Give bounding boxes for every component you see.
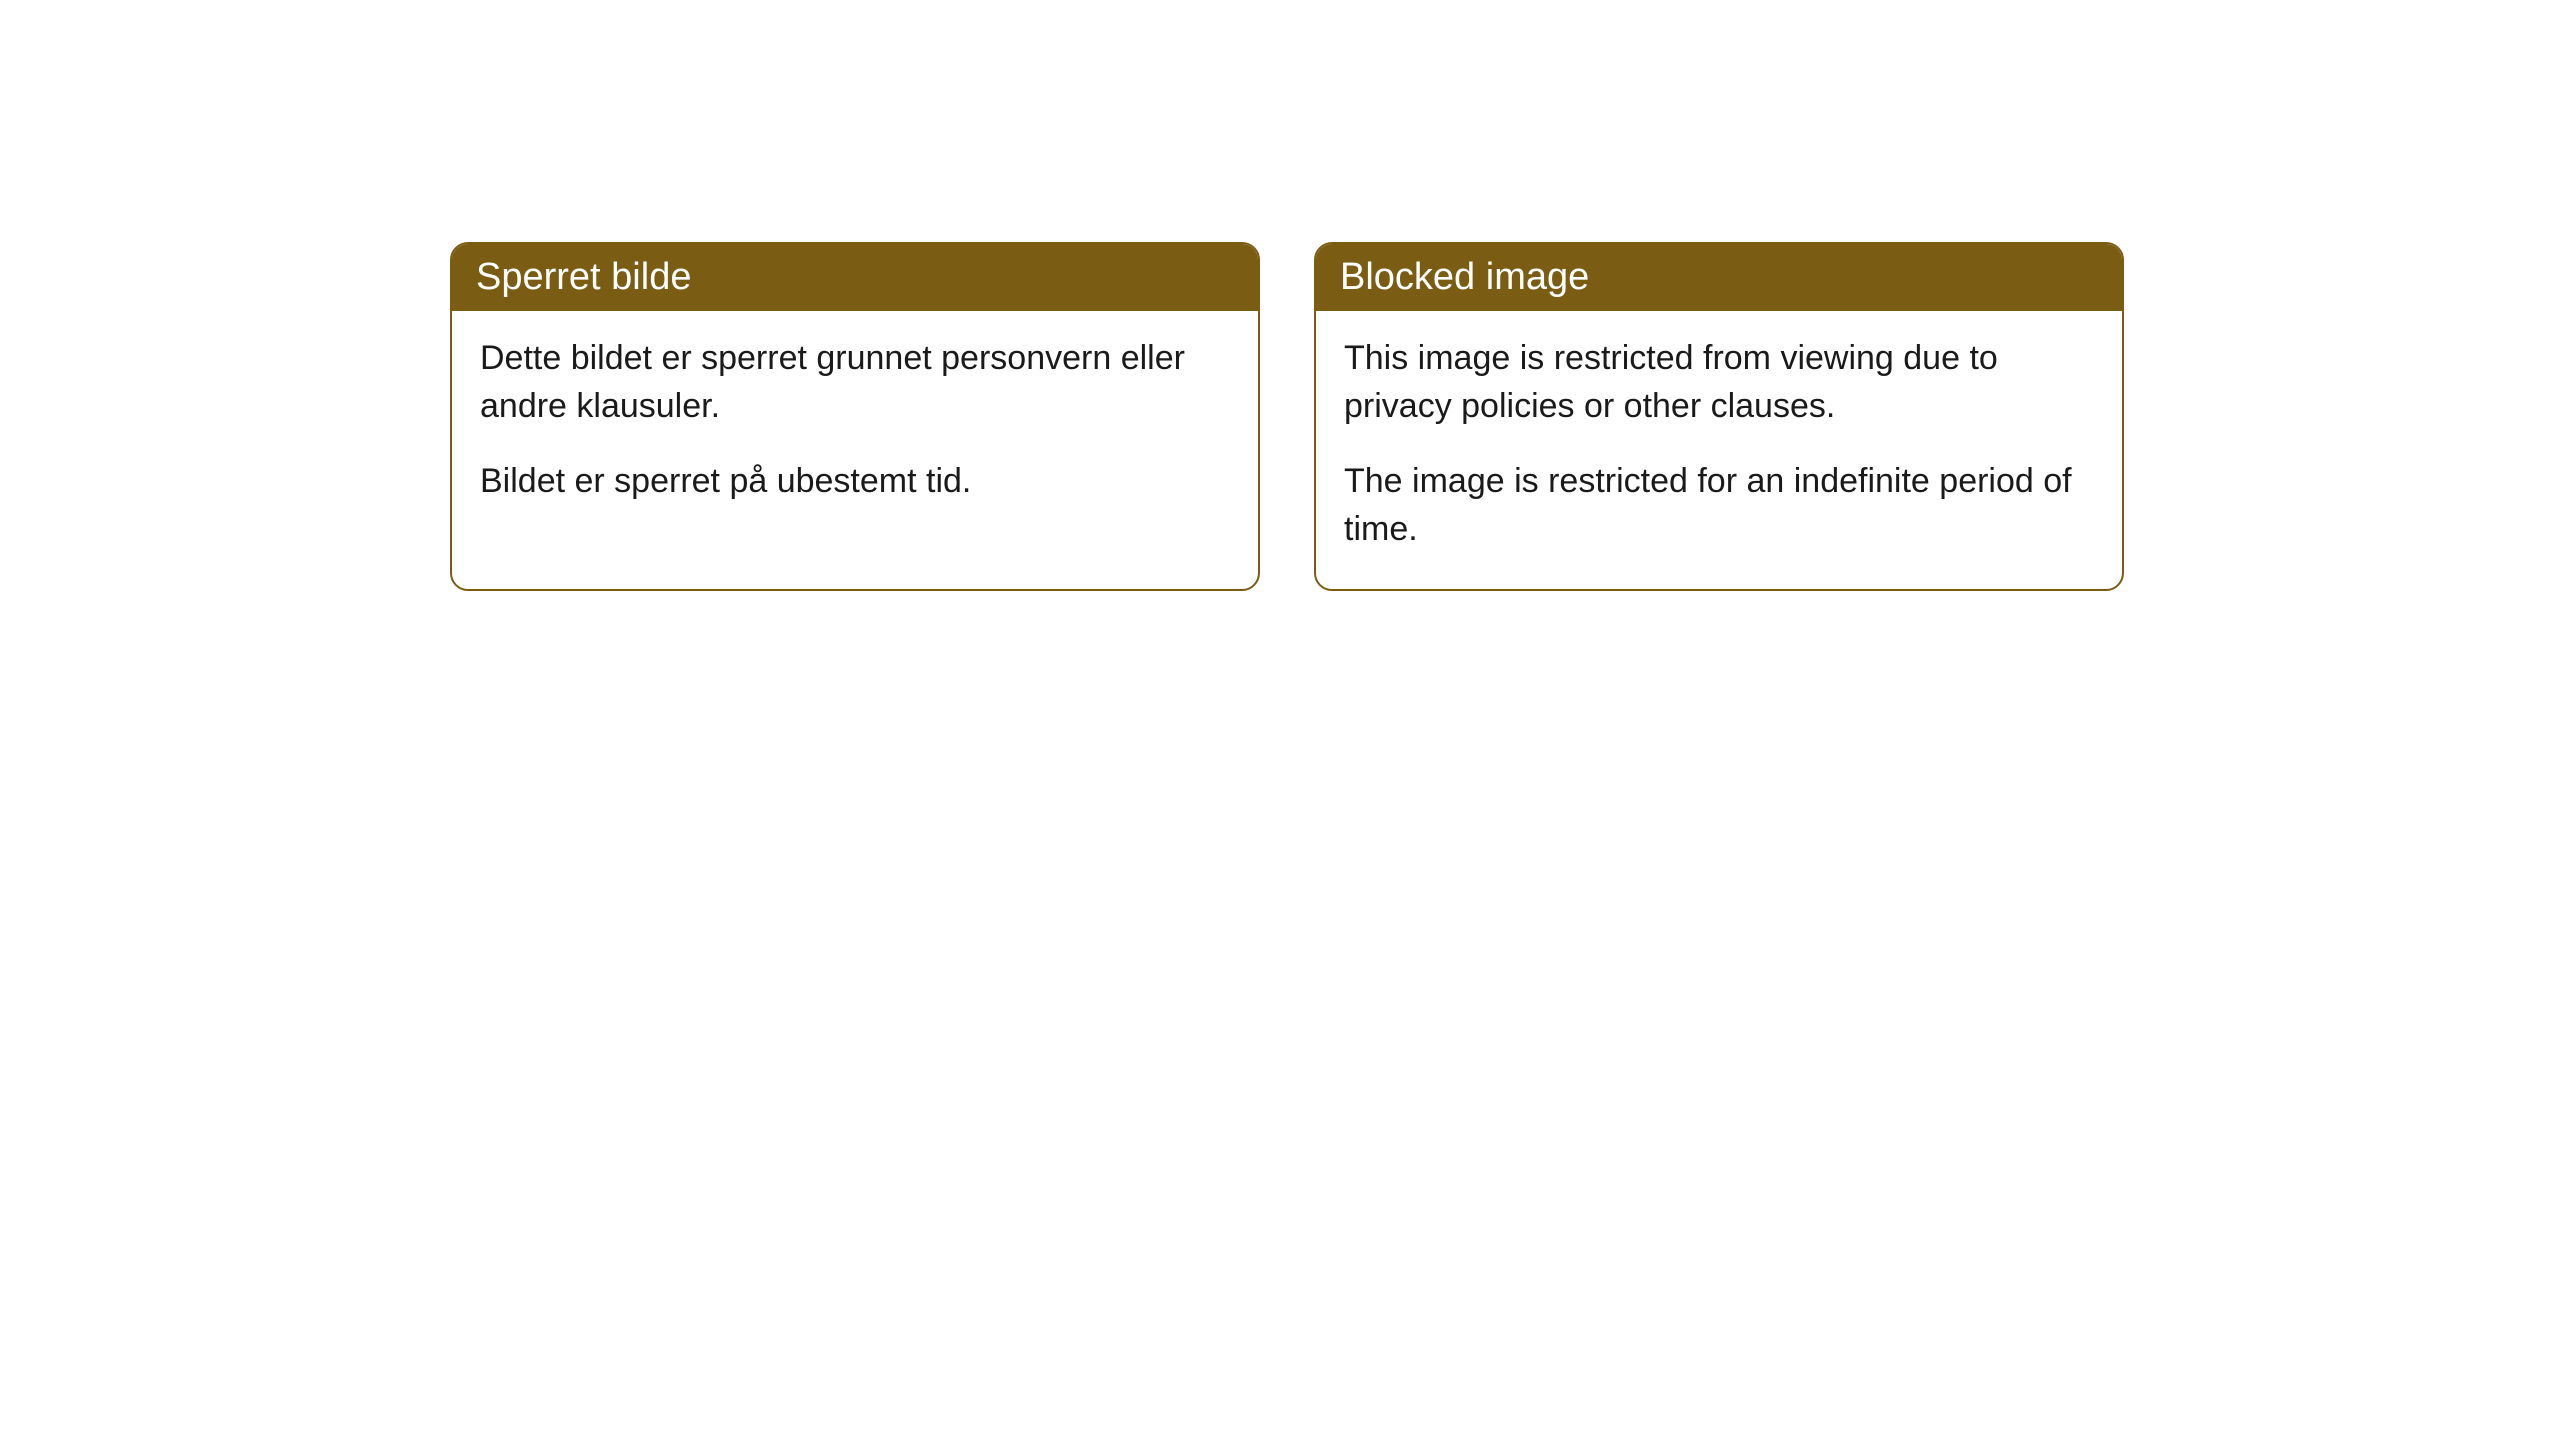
card-header-english: Blocked image [1316,244,2122,311]
blocked-image-card-english: Blocked image This image is restricted f… [1314,242,2124,591]
card-body-norwegian: Dette bildet er sperret grunnet personve… [452,311,1258,542]
cards-container: Sperret bilde Dette bildet er sperret gr… [0,0,2560,591]
blocked-image-card-norwegian: Sperret bilde Dette bildet er sperret gr… [450,242,1260,591]
card-paragraph: Dette bildet er sperret grunnet personve… [480,335,1230,430]
card-body-english: This image is restricted from viewing du… [1316,311,2122,589]
card-paragraph: Bildet er sperret på ubestemt tid. [480,458,1230,506]
card-header-norwegian: Sperret bilde [452,244,1258,311]
card-paragraph: This image is restricted from viewing du… [1344,335,2094,430]
card-paragraph: The image is restricted for an indefinit… [1344,458,2094,553]
card-title: Blocked image [1340,256,1589,298]
card-title: Sperret bilde [476,256,691,298]
